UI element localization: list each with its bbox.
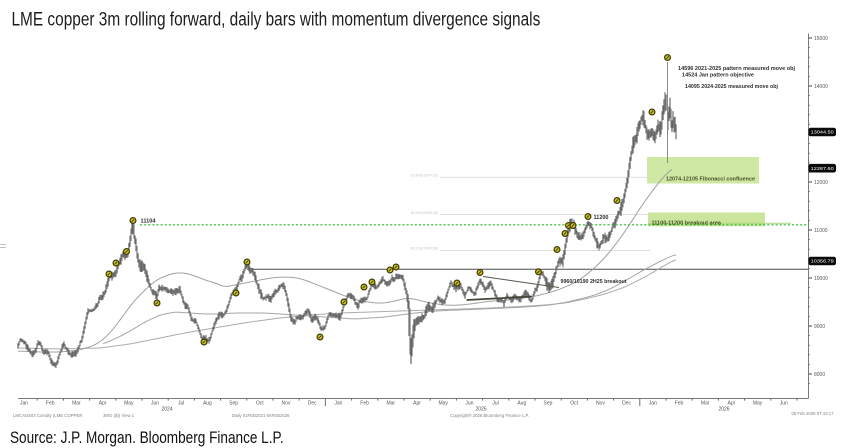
svg-text:Apr: Apr <box>413 401 421 407</box>
svg-text:Jul: Jul <box>178 401 184 407</box>
svg-text:Mar: Mar <box>72 401 81 407</box>
svg-text:05 Feb 2026 07:43:17: 05 Feb 2026 07:43:17 <box>791 411 834 416</box>
svg-text:2025: 2025 <box>475 407 486 413</box>
svg-text:Sep: Sep <box>229 401 238 407</box>
svg-text:14000: 14000 <box>814 84 828 90</box>
svg-text:Mar: Mar <box>386 401 395 407</box>
svg-text:Jan: Jan <box>649 401 657 407</box>
svg-text:11200: 11200 <box>594 215 609 221</box>
svg-text:LMCADS03 Comdty (LME COPPER: LMCADS03 Comdty (LME COPPER <box>13 413 83 418</box>
svg-text:May: May <box>124 401 134 407</box>
svg-text:11104: 11104 <box>141 219 157 225</box>
svg-text:38.2%(10942.50): 38.2%(10942.50) <box>410 247 438 251</box>
svg-text:Aug: Aug <box>203 401 212 407</box>
svg-text:14095 2024-2025 measured move: 14095 2024-2025 measured move obj <box>685 84 778 90</box>
svg-text:Jan: Jan <box>20 401 28 407</box>
svg-text:14596 2021-2025 pattern measur: 14596 2021-2025 pattern measured move ob… <box>678 66 795 72</box>
svg-text:50.0%(11508.35): 50.0%(11508.35) <box>411 211 438 215</box>
svg-text:12000: 12000 <box>814 180 828 186</box>
svg-text:Nov: Nov <box>596 401 605 407</box>
svg-text:Jan: Jan <box>334 401 342 407</box>
svg-text:13044.50: 13044.50 <box>811 130 834 136</box>
svg-text:Copyright® 2026 Bloomberg Fina: Copyright® 2026 Bloomberg Finance L.P. <box>450 413 529 418</box>
svg-text:Jun: Jun <box>465 401 473 407</box>
svg-text:12074-12105 Fibonacci confluen: 12074-12105 Fibonacci confluence <box>666 177 755 183</box>
svg-text:May: May <box>438 401 448 407</box>
svg-text:3MO ($)) View 1: 3MO ($)) View 1 <box>103 413 135 418</box>
svg-text:Aug: Aug <box>517 401 526 407</box>
svg-text:Oct: Oct <box>570 401 578 407</box>
svg-text:9960/10190 2H25 breakout: 9960/10190 2H25 breakout <box>561 279 627 285</box>
svg-text:Apr: Apr <box>728 401 736 407</box>
svg-text:9000: 9000 <box>814 324 825 330</box>
svg-text:Mar: Mar <box>701 401 710 407</box>
svg-text:Daily 01FEB2021-05FEB2026: Daily 01FEB2021-05FEB2026 <box>232 413 290 418</box>
svg-text:May: May <box>753 401 763 407</box>
svg-text:11000: 11000 <box>814 228 828 234</box>
svg-text:14524 Jan pattern objective: 14524 Jan pattern objective <box>682 73 755 79</box>
svg-text:Nov: Nov <box>282 401 291 407</box>
svg-text:Oct: Oct <box>256 401 264 407</box>
svg-text:61.8%(12074.10): 61.8%(12074.10) <box>410 174 438 178</box>
svg-text:Jul: Jul <box>492 401 498 407</box>
svg-text:Feb: Feb <box>360 401 369 407</box>
svg-text:11100-11200 breakout area: 11100-11200 breakout area <box>652 221 722 227</box>
svg-text:Sep: Sep <box>544 401 553 407</box>
svg-text:Jun: Jun <box>151 401 159 407</box>
svg-text:15000: 15000 <box>814 36 828 42</box>
svg-text:Jun: Jun <box>780 401 788 407</box>
svg-text:Dec: Dec <box>622 401 631 407</box>
svg-text:10356.79: 10356.79 <box>811 259 834 265</box>
svg-text:2026: 2026 <box>718 407 729 413</box>
svg-text:LME copper 3m rolling forward,: LME copper 3m rolling forward, daily bar… <box>12 8 541 30</box>
svg-text:Feb: Feb <box>675 401 684 407</box>
svg-text:2024: 2024 <box>161 407 172 413</box>
svg-text:Source: J.P. Morgan. Bloomberg: Source: J.P. Morgan. Bloomberg Finance L… <box>10 429 284 448</box>
svg-text:Apr: Apr <box>99 401 107 407</box>
svg-text:Feb: Feb <box>46 401 55 407</box>
svg-text:12287.60: 12287.60 <box>811 166 834 172</box>
svg-text:Dec: Dec <box>308 401 317 407</box>
svg-text:8000: 8000 <box>814 372 825 378</box>
svg-text:10000: 10000 <box>814 276 828 282</box>
